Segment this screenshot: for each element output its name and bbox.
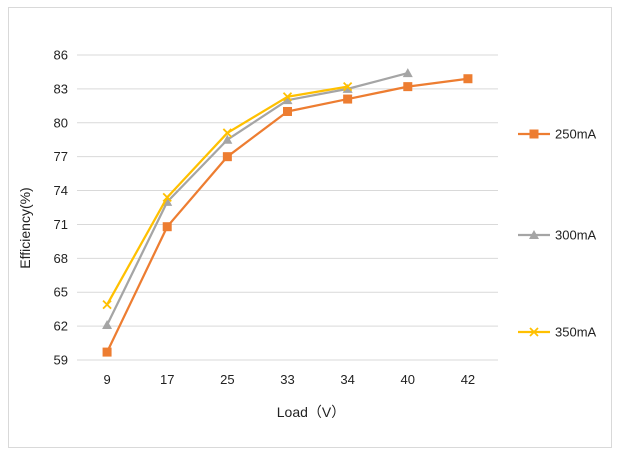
y-tick-label: 65 [54,285,68,300]
data-point [222,134,233,144]
data-point [222,152,232,162]
legend-marker [529,230,539,239]
y-tick-label: 74 [54,183,68,198]
data-point [403,82,413,92]
legend: 250mA 300mA 350mA [518,127,597,340]
legend-marker [529,129,539,139]
y-tick-label: 68 [54,251,68,266]
y-tick-label: 83 [54,81,68,96]
data-point [102,319,113,329]
data-point [222,128,232,138]
legend-marker [529,327,539,337]
x-tick-label: 25 [220,372,234,387]
data-point [283,106,292,116]
legend-label: 350mA [555,325,597,340]
data-point [343,81,353,92]
x-tick-label: 42 [461,372,475,387]
x-tick-label: 17 [160,372,174,387]
data-point [342,83,353,93]
legend-label: 250mA [555,127,597,142]
gridlines [77,54,498,361]
data-point [343,94,353,104]
data-point [162,192,172,202]
x-axis-label: Load（V） [277,404,345,420]
y-tick-label: 59 [54,353,68,368]
series-line-350mA [106,85,348,306]
legend-item-250mA: 250mA [518,127,597,142]
data-point [162,222,172,232]
y-tick-label: 80 [54,115,68,130]
series-group [102,68,473,357]
chart-frame [8,7,612,448]
series-250mA [102,74,473,357]
y-tick-label: 86 [54,48,68,63]
y-tick-label: 62 [54,319,68,334]
data-point [463,74,473,84]
data-point [282,95,293,105]
legend-label: 300mA [555,228,597,243]
series-350mA [102,81,353,310]
x-tick-label: 33 [280,372,294,387]
x-tick-label: 34 [340,372,354,387]
data-point [102,300,112,310]
x-tick-label: 40 [401,372,415,387]
x-tick-label: 9 [103,372,110,387]
y-axis-label: Efficiency(%) [17,187,33,268]
data-point [282,92,293,102]
legend-item-350mA: 350mA [518,325,597,340]
y-tick-labels: 59 62 65 68 71 74 77 80 83 86 [54,48,68,368]
data-point [102,347,112,357]
series-line-300mA [106,71,409,326]
y-tick-label: 71 [54,217,68,232]
y-tick-label: 77 [54,149,68,164]
legend-item-300mA: 300mA [518,228,597,243]
data-point [402,68,413,78]
x-tick-labels: 9 17 25 33 34 40 42 [103,372,475,387]
series-300mA [102,68,413,329]
